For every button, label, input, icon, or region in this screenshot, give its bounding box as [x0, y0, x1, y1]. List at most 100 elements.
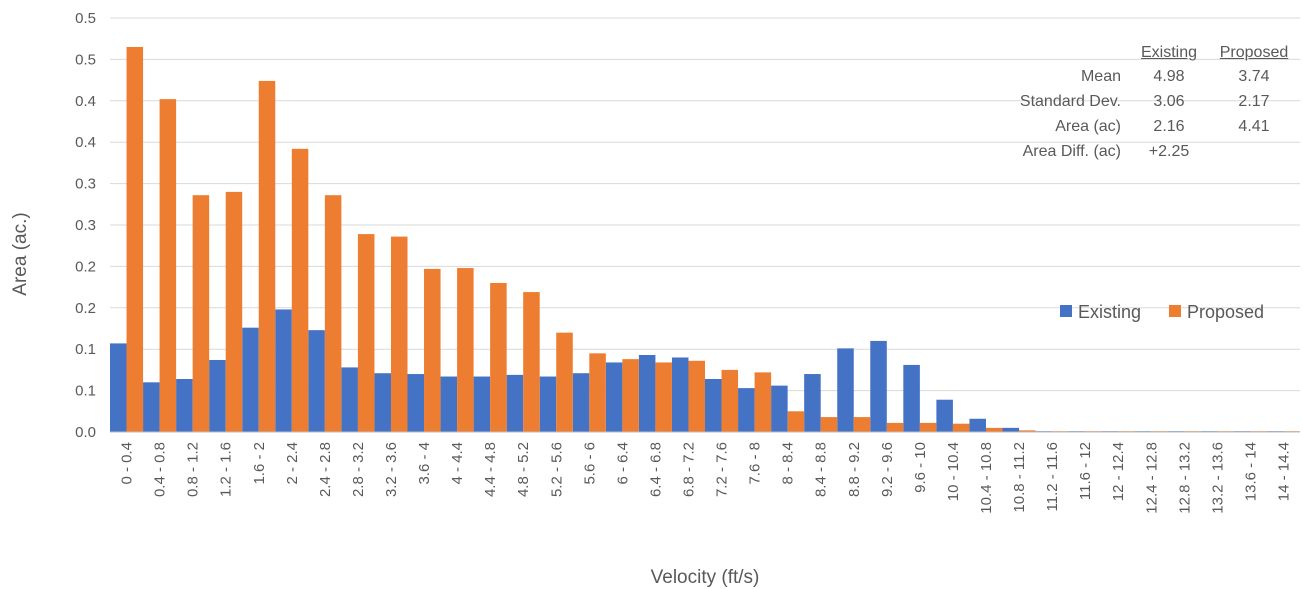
x-tick-label: 6.8 - 7.2	[680, 442, 697, 497]
bar-proposed	[820, 417, 838, 432]
legend-label-existing: Existing	[1078, 302, 1141, 322]
bar-existing	[110, 343, 127, 432]
y-tick-label: 0.3	[75, 217, 96, 234]
x-tick-label: 6.4 - 6.8	[647, 442, 664, 497]
bar-proposed	[457, 268, 474, 432]
y-tick-label: 0.3	[75, 176, 96, 193]
y-tick-label: 0.4	[75, 93, 96, 110]
y-tick-label: 0.5	[75, 10, 96, 27]
bar-existing	[275, 309, 292, 432]
bar-existing	[969, 418, 986, 432]
stats-existing-value: 4.98	[1153, 68, 1185, 85]
bar-existing	[903, 364, 920, 432]
y-axis-ticks: 0.0 0.1 0.1 0.2 0.2 0.3 0.3 0.4 0.4 0.5 0.5	[75, 10, 96, 441]
bar-existing	[804, 374, 821, 432]
bar-proposed	[424, 268, 441, 432]
x-tick-label: 4.8 - 5.2	[515, 442, 532, 497]
x-tick-label: 8.8 - 9.2	[846, 442, 863, 497]
bar-proposed	[622, 359, 639, 432]
bar-existing	[242, 327, 259, 432]
bar-existing	[440, 376, 458, 432]
x-tick-label: 3.6 - 4	[416, 442, 433, 485]
x-tick-label: 0 - 0.4	[119, 442, 136, 485]
bar-existing	[936, 399, 953, 432]
bar-proposed	[291, 148, 309, 432]
x-tick-label: 1.6 - 2	[251, 442, 268, 485]
legend-swatch-existing	[1060, 305, 1072, 317]
y-tick-label: 0.1	[75, 341, 96, 358]
bars	[110, 46, 1300, 433]
bar-proposed	[589, 353, 606, 432]
bar-existing	[837, 348, 854, 432]
bar-proposed	[1019, 430, 1036, 432]
x-tick-label: 6 - 6.4	[614, 442, 631, 485]
y-tick-label: 0.2	[75, 300, 96, 317]
bar-existing	[605, 362, 623, 432]
bar-proposed	[688, 360, 705, 432]
legend: Existing Proposed	[1060, 302, 1264, 322]
bar-proposed	[126, 46, 144, 432]
stats-label: Area (ac)	[1055, 118, 1121, 135]
stats-row-std: Standard Dev. 3.06 2.17	[975, 89, 1299, 114]
stats-header-existing: Existing	[1140, 44, 1198, 61]
x-axis-ticks: 0 - 0.4 0.4 - 0.8 0.8 - 1.2 1.2 - 1.6 1.6 - …	[119, 442, 1293, 514]
stats-existing-value: 3.06	[1153, 93, 1185, 110]
x-tick-label: 10.4 - 10.8	[978, 442, 995, 514]
bar-proposed	[523, 292, 540, 432]
bar-proposed	[556, 332, 573, 432]
bar-proposed	[490, 282, 507, 432]
y-tick-label: 0.2	[75, 258, 96, 275]
stats-label: Mean	[1080, 68, 1121, 85]
x-tick-label: 5.2 - 5.6	[548, 442, 565, 497]
y-tick-label: 0.1	[75, 383, 96, 400]
x-tick-label: 9.2 - 9.6	[879, 442, 896, 497]
stats-proposed-value: 2.17	[1238, 93, 1270, 110]
bar-existing	[638, 354, 656, 432]
bar-existing	[341, 367, 358, 432]
y-tick-label: 0.4	[75, 134, 96, 151]
x-tick-label: 3.2 - 3.6	[383, 442, 400, 497]
x-tick-label: 2.8 - 3.2	[350, 442, 367, 497]
x-tick-label: 14 - 14.4	[1275, 442, 1292, 501]
bar-existing	[374, 373, 391, 432]
x-tick-label: 5.6 - 6	[581, 442, 598, 485]
x-tick-label: 12.8 - 13.2	[1176, 442, 1193, 514]
x-tick-label: 13.2 - 13.6	[1209, 442, 1226, 514]
bar-proposed	[357, 234, 375, 432]
bar-proposed	[853, 417, 871, 432]
x-tick-label: 0.8 - 1.2	[185, 442, 202, 497]
bar-existing	[771, 385, 788, 432]
bar-proposed	[655, 362, 672, 432]
stats-proposed-value: 4.41	[1238, 118, 1270, 135]
bar-existing	[539, 376, 557, 432]
bar-proposed	[324, 195, 342, 432]
bar-existing	[870, 340, 887, 432]
bar-existing	[738, 388, 755, 432]
stats-row-area-diff: Area Diff. (ac) +2.25	[975, 139, 1299, 164]
bar-proposed	[985, 427, 1003, 432]
bar-existing	[209, 359, 226, 432]
y-axis-title: Area (ac.)	[10, 212, 31, 295]
bar-existing	[407, 374, 425, 432]
bar-proposed	[787, 411, 805, 432]
x-tick-label: 8.4 - 8.8	[813, 442, 830, 497]
x-tick-label: 4.4 - 4.8	[482, 442, 499, 497]
legend-swatch-proposed	[1169, 305, 1181, 317]
stats-existing-value: 2.16	[1153, 118, 1185, 135]
stats-label: Standard Dev.	[1019, 93, 1121, 110]
stats-label: Area Diff. (ac)	[1022, 143, 1121, 160]
bar-existing	[1002, 427, 1020, 432]
bar-proposed	[952, 423, 970, 432]
x-tick-label: 2 - 2.4	[284, 442, 301, 485]
bar-proposed	[754, 372, 772, 432]
bar-existing	[473, 376, 491, 432]
x-tick-label: 10.8 - 11.2	[1011, 442, 1028, 513]
bar-proposed	[159, 99, 177, 433]
x-tick-label: 2.4 - 2.8	[317, 442, 334, 497]
stats-proposed-value	[1209, 139, 1299, 164]
bar-proposed	[721, 369, 739, 432]
stats-row-mean: Mean 4.98 3.74	[975, 64, 1299, 89]
bar-existing	[143, 382, 160, 432]
bar-existing	[705, 379, 722, 432]
stats-existing-value: +2.25	[1148, 143, 1190, 160]
